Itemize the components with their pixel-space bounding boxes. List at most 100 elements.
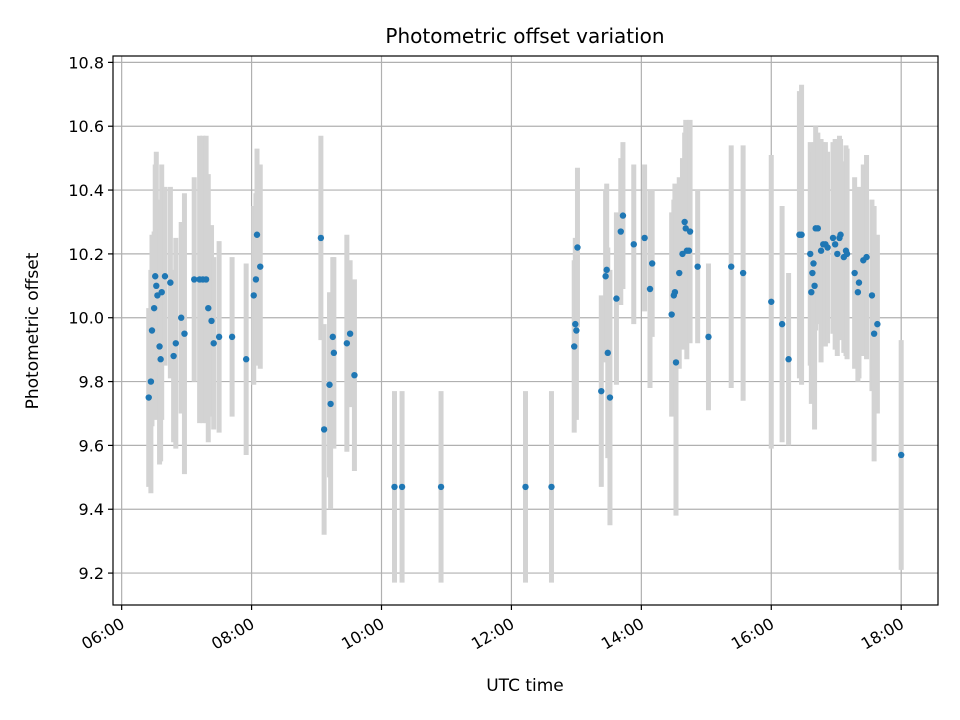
plot-area-frame <box>112 55 939 606</box>
data-point <box>202 276 210 283</box>
data-point <box>855 279 863 286</box>
data-point <box>343 340 351 347</box>
data-point <box>346 330 354 337</box>
data-point <box>617 228 624 235</box>
data-point <box>834 250 841 258</box>
data-point <box>646 285 654 293</box>
data-point <box>571 343 578 350</box>
y-tick-label: 9.8 <box>79 373 104 392</box>
data-point <box>672 359 680 366</box>
data-point <box>329 333 336 341</box>
data-point <box>178 314 185 321</box>
data-point <box>573 327 580 334</box>
data-point <box>768 298 775 305</box>
data-point <box>808 288 815 296</box>
data-point <box>191 276 198 283</box>
data-point <box>250 292 257 299</box>
data-point <box>705 333 712 341</box>
data-point <box>242 356 250 363</box>
data-point <box>205 304 212 312</box>
x-axis-label: UTC time <box>486 676 564 696</box>
data-point <box>798 231 805 238</box>
data-point <box>603 266 610 274</box>
data-point <box>326 381 333 388</box>
data-point <box>817 247 825 254</box>
data-point <box>181 330 188 337</box>
data-point <box>252 276 260 283</box>
y-tick-label: 9.2 <box>79 564 104 583</box>
data-point <box>172 340 179 347</box>
data-point <box>810 260 817 267</box>
data-point <box>522 483 529 491</box>
data-point <box>851 269 858 277</box>
data-point <box>548 483 555 491</box>
data-point <box>870 330 878 337</box>
data-point <box>208 317 215 325</box>
data-point <box>694 263 701 270</box>
data-point <box>837 231 844 238</box>
data-point <box>167 279 174 286</box>
data-point <box>641 234 648 242</box>
data-point <box>215 333 223 341</box>
y-tick-label: 10.6 <box>68 117 104 136</box>
data-point <box>671 288 679 296</box>
data-point <box>897 451 905 459</box>
data-point <box>145 394 152 401</box>
data-point <box>728 263 735 270</box>
data-point <box>602 273 609 280</box>
data-point <box>330 349 338 357</box>
data-point <box>574 244 581 251</box>
data-point <box>604 349 611 357</box>
data-point <box>868 292 876 299</box>
data-point <box>228 333 236 341</box>
data-point <box>831 241 839 248</box>
data-point <box>598 387 605 395</box>
data-point <box>327 400 334 408</box>
data-point <box>437 483 445 491</box>
data-point <box>778 320 786 328</box>
data-point <box>613 295 620 302</box>
data-point <box>606 394 614 401</box>
y-tick-label: 10.4 <box>68 181 104 200</box>
data-point <box>686 228 694 235</box>
data-point <box>152 273 159 280</box>
data-point <box>320 426 328 433</box>
data-point <box>829 234 837 242</box>
data-point <box>161 273 169 280</box>
data-point <box>676 269 683 277</box>
data-point <box>630 241 637 248</box>
data-point <box>317 234 325 242</box>
data-point <box>156 343 163 350</box>
y-tick-label: 9.6 <box>79 436 104 455</box>
data-point <box>170 352 177 360</box>
data-point <box>809 269 816 277</box>
data-point <box>874 320 881 328</box>
data-point <box>150 304 158 312</box>
data-point <box>619 212 627 219</box>
data-point <box>863 253 870 261</box>
data-point <box>253 231 261 238</box>
data-point <box>391 483 398 491</box>
data-point <box>153 282 160 290</box>
data-point <box>572 320 579 328</box>
data-points <box>145 212 905 491</box>
data-point <box>807 250 814 258</box>
data-point <box>685 247 693 254</box>
y-tick-label: 10.2 <box>68 245 104 264</box>
chart-title: Photometric offset variation <box>385 24 664 48</box>
data-point <box>257 263 264 270</box>
y-tick-label: 9.4 <box>79 500 104 519</box>
data-point <box>668 311 675 318</box>
data-point <box>739 269 747 277</box>
data-point <box>351 371 358 379</box>
data-point <box>398 483 406 491</box>
data-point <box>157 356 164 363</box>
data-point <box>824 244 831 251</box>
data-point <box>210 340 217 347</box>
data-point <box>854 288 862 296</box>
data-point <box>148 327 156 334</box>
y-axis-label: Photometric offset <box>23 252 43 409</box>
data-point <box>648 260 656 267</box>
data-point <box>158 288 165 296</box>
